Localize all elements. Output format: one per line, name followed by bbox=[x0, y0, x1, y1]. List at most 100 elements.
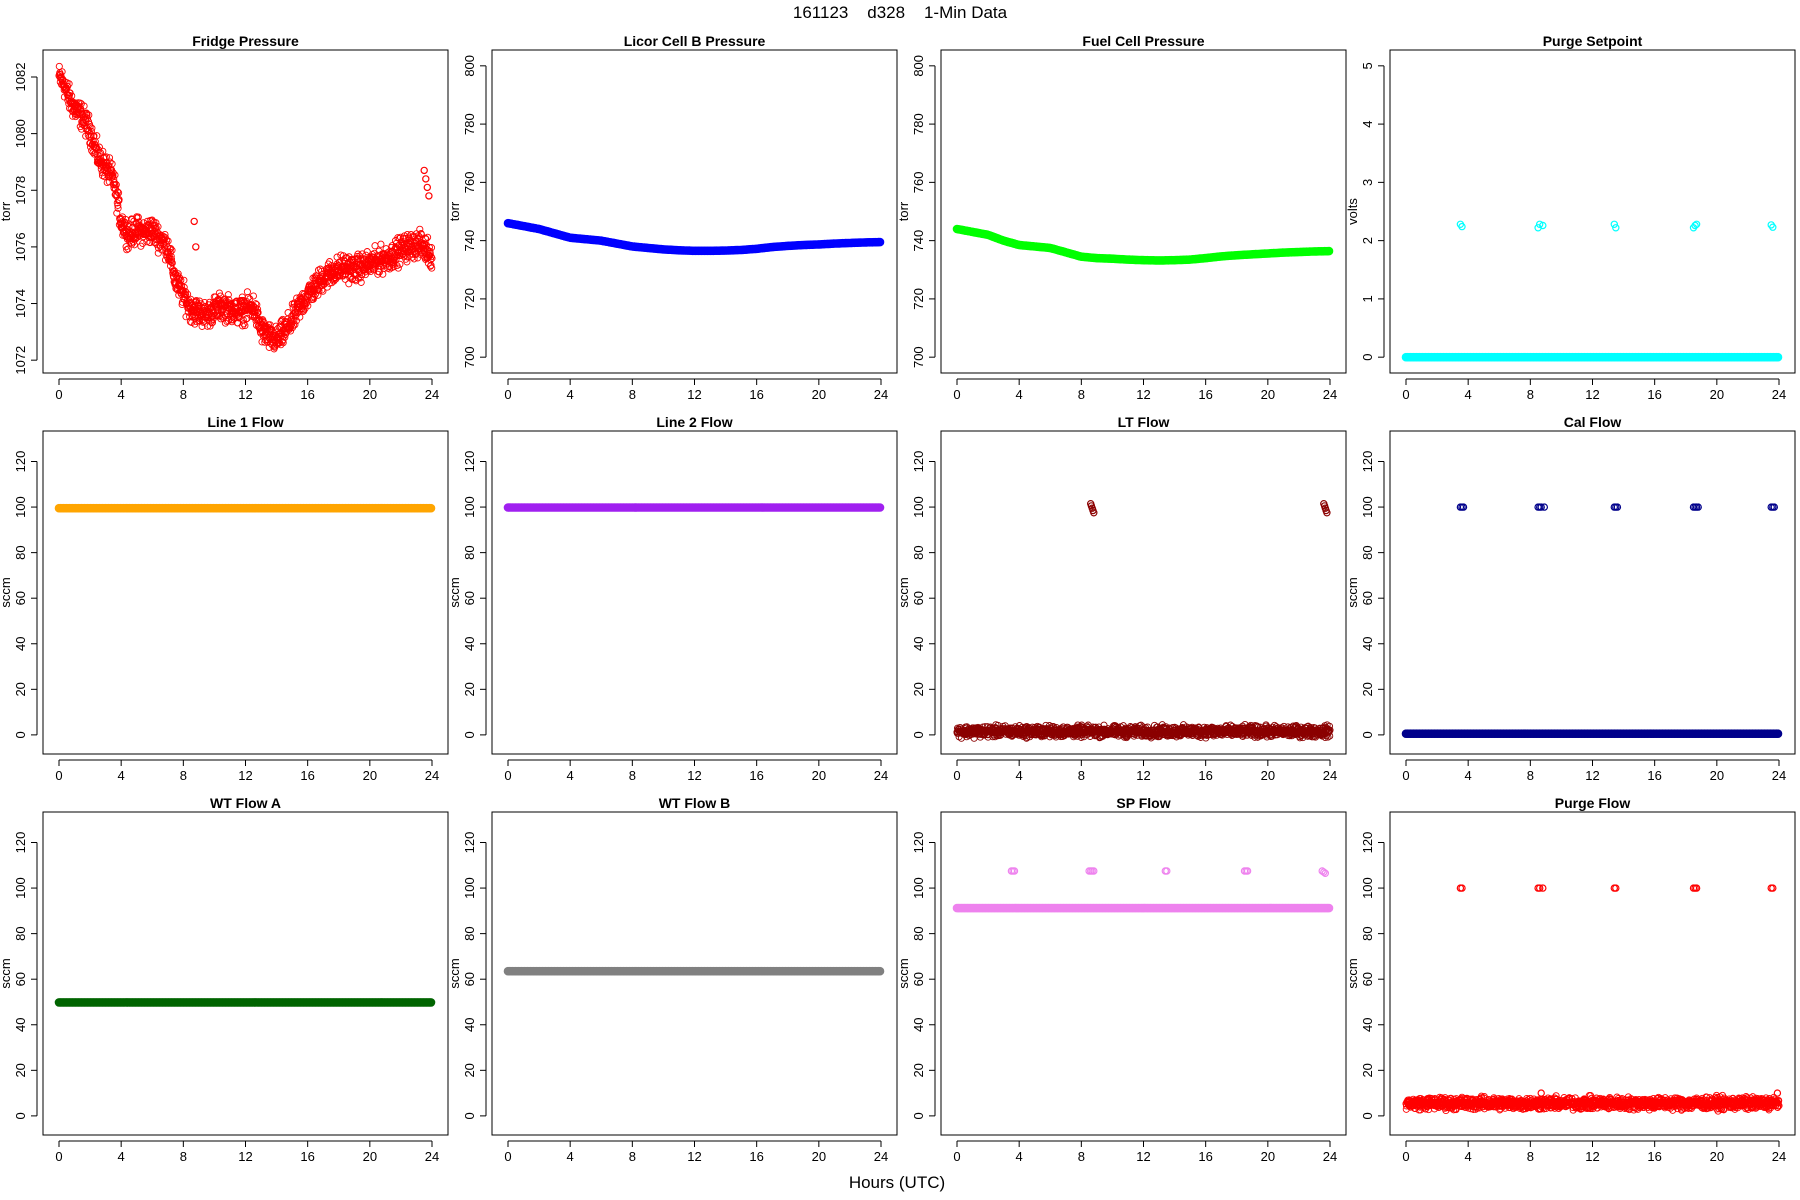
panel-title: LT Flow bbox=[1118, 414, 1170, 430]
x-tick-label: 20 bbox=[1261, 387, 1275, 402]
data-point bbox=[134, 213, 142, 221]
data-point bbox=[356, 274, 364, 282]
outlier-point bbox=[423, 183, 431, 192]
x-tick-label: 24 bbox=[1772, 768, 1786, 783]
x-tick-label: 4 bbox=[567, 387, 574, 402]
y-tick-label: 4 bbox=[1360, 120, 1375, 127]
x-tick-label: 4 bbox=[567, 768, 574, 783]
panel-title: Line 2 Flow bbox=[656, 414, 732, 430]
y-tick-label: 60 bbox=[462, 591, 477, 605]
data-point bbox=[180, 276, 188, 284]
y-tick-label: 120 bbox=[13, 451, 28, 473]
data-point bbox=[374, 270, 382, 278]
data-point bbox=[215, 289, 223, 297]
data-point bbox=[326, 258, 334, 266]
y-tick-label: 60 bbox=[911, 591, 926, 605]
y-tick-label: 80 bbox=[1360, 545, 1375, 559]
outlier-point bbox=[1692, 220, 1701, 228]
data-point bbox=[113, 209, 121, 217]
data-point bbox=[428, 264, 436, 272]
x-tick-label: 12 bbox=[1136, 768, 1150, 783]
data-point bbox=[254, 309, 262, 317]
data-point bbox=[88, 124, 96, 132]
data-point bbox=[95, 143, 103, 151]
data-point bbox=[139, 239, 147, 247]
data-point bbox=[1773, 352, 1783, 362]
data-point bbox=[200, 317, 208, 325]
data-point bbox=[89, 132, 98, 140]
x-tick-label: 0 bbox=[504, 387, 511, 402]
data-point bbox=[349, 256, 358, 264]
figure-title: 161123 d328 1-Min Data bbox=[793, 3, 1008, 22]
data-point bbox=[122, 243, 130, 251]
data-point bbox=[168, 246, 176, 254]
data-point bbox=[314, 291, 322, 299]
data-point bbox=[272, 322, 280, 330]
y-tick-label: 20 bbox=[462, 682, 477, 696]
y-axis-label: torr bbox=[447, 201, 462, 221]
panel-title: Line 1 Flow bbox=[207, 414, 283, 430]
plot-frame bbox=[42, 49, 449, 374]
y-tick-label: 40 bbox=[13, 1018, 28, 1032]
data-point bbox=[102, 153, 110, 161]
x-tick-label: 12 bbox=[1585, 387, 1599, 402]
x-tick-label: 24 bbox=[874, 387, 888, 402]
data-point bbox=[403, 258, 411, 266]
y-tick-label: 0 bbox=[1360, 731, 1375, 738]
y-tick-label: 800 bbox=[911, 55, 926, 77]
x-tick-label: 12 bbox=[1136, 387, 1150, 402]
data-point bbox=[154, 223, 162, 231]
y-tick-label: 120 bbox=[1360, 451, 1375, 473]
y-tick-label: 120 bbox=[911, 451, 926, 473]
x-tick-label: 8 bbox=[180, 387, 187, 402]
data-point bbox=[208, 318, 217, 327]
y-tick-label: 740 bbox=[462, 230, 477, 252]
x-tick-label: 24 bbox=[425, 387, 439, 402]
data-point bbox=[65, 80, 73, 88]
x-tick-label: 0 bbox=[953, 387, 960, 402]
x-tick-label: 8 bbox=[1527, 768, 1534, 783]
panel-title: Cal Flow bbox=[1564, 414, 1622, 430]
data-point bbox=[354, 250, 362, 258]
outlier-point bbox=[1610, 220, 1619, 228]
x-tick-label: 4 bbox=[1016, 387, 1023, 402]
series-points bbox=[503, 218, 885, 256]
y-tick-label: 100 bbox=[462, 496, 477, 518]
data-point bbox=[115, 195, 123, 204]
y-tick-label: 1076 bbox=[13, 232, 28, 261]
x-tick-label: 12 bbox=[238, 387, 252, 402]
data-point bbox=[243, 288, 251, 296]
y-tick-label: 1074 bbox=[13, 289, 28, 318]
x-tick-label: 24 bbox=[425, 1149, 439, 1164]
data-point bbox=[181, 290, 189, 298]
x-tick-label: 8 bbox=[629, 1149, 636, 1164]
data-point bbox=[427, 244, 436, 252]
x-tick-label: 8 bbox=[1078, 387, 1085, 402]
x-tick-label: 0 bbox=[55, 387, 62, 402]
y-tick-label: 60 bbox=[1360, 591, 1375, 605]
series-points bbox=[1401, 729, 1783, 739]
data-point bbox=[279, 315, 287, 323]
data-point bbox=[308, 281, 316, 289]
y-tick-label: 780 bbox=[911, 113, 926, 135]
y-axis-label: sccm bbox=[0, 577, 13, 607]
outlier-point bbox=[1612, 224, 1620, 232]
y-tick-label: 20 bbox=[13, 1063, 28, 1077]
y-tick-label: 60 bbox=[13, 972, 28, 986]
y-tick-label: 100 bbox=[13, 496, 28, 518]
data-point bbox=[166, 248, 174, 256]
x-tick-label: 12 bbox=[687, 768, 701, 783]
outlier-point bbox=[425, 192, 433, 200]
y-tick-label: 1 bbox=[1360, 295, 1375, 302]
outlier-points bbox=[1456, 503, 1779, 511]
data-point bbox=[427, 261, 435, 269]
data-point bbox=[105, 154, 114, 162]
x-tick-label: 8 bbox=[1078, 768, 1085, 783]
x-tick-label: 20 bbox=[363, 387, 377, 402]
plot-frame bbox=[940, 49, 1347, 374]
data-point bbox=[106, 158, 114, 166]
data-point bbox=[224, 291, 232, 299]
plot-frame bbox=[42, 430, 449, 755]
data-point bbox=[168, 258, 176, 266]
